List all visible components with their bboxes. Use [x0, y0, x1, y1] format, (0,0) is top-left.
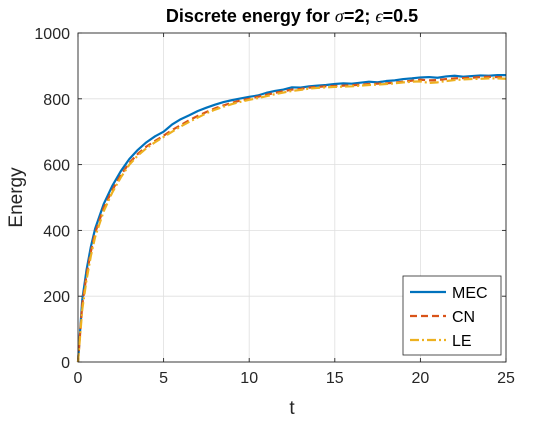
x-tick-label: 5	[159, 370, 168, 387]
x-tick-label: 15	[326, 370, 344, 387]
y-tick-label: 1000	[34, 26, 70, 43]
chart-title: Discrete energy for σ=2; ϵ=0.5	[166, 6, 418, 26]
y-axis-label: Energy	[6, 167, 27, 228]
series-lines	[76, 74, 507, 363]
x-tick-label: 20	[412, 370, 430, 387]
tick-labels: 0 5 10 15 20 25 0 200 400 600 800 1000	[34, 26, 515, 387]
axes-box	[77, 32, 507, 363]
y-tick-label: 0	[61, 355, 70, 372]
x-axis-label: t	[289, 398, 295, 419]
series-line-cn	[76, 75, 507, 363]
series-line-mec	[76, 74, 506, 363]
legend-label-mec: MEC	[452, 285, 488, 302]
x-tick-label: 0	[74, 370, 83, 387]
y-tick-label: 200	[43, 289, 70, 306]
y-tick-label: 800	[43, 92, 70, 109]
x-tick-label: 25	[497, 370, 515, 387]
legend-box	[402, 275, 502, 356]
legend-label-le: LE	[452, 333, 472, 350]
title-suffix: =0.5	[383, 6, 419, 26]
legend-label-cn: CN	[452, 309, 475, 326]
title-epsilon-symbol: ϵ	[375, 6, 383, 26]
legend: MEC CN LE	[402, 275, 502, 356]
y-tick-label: 400	[43, 223, 70, 240]
series-line-le	[76, 77, 507, 363]
title-prefix: Discrete energy for	[166, 6, 335, 26]
y-tick-label: 600	[43, 158, 70, 175]
axes	[77, 32, 507, 363]
x-tick-label: 10	[240, 370, 258, 387]
title-middle: =2;	[344, 6, 376, 26]
title-sigma-symbol: σ	[335, 6, 345, 26]
